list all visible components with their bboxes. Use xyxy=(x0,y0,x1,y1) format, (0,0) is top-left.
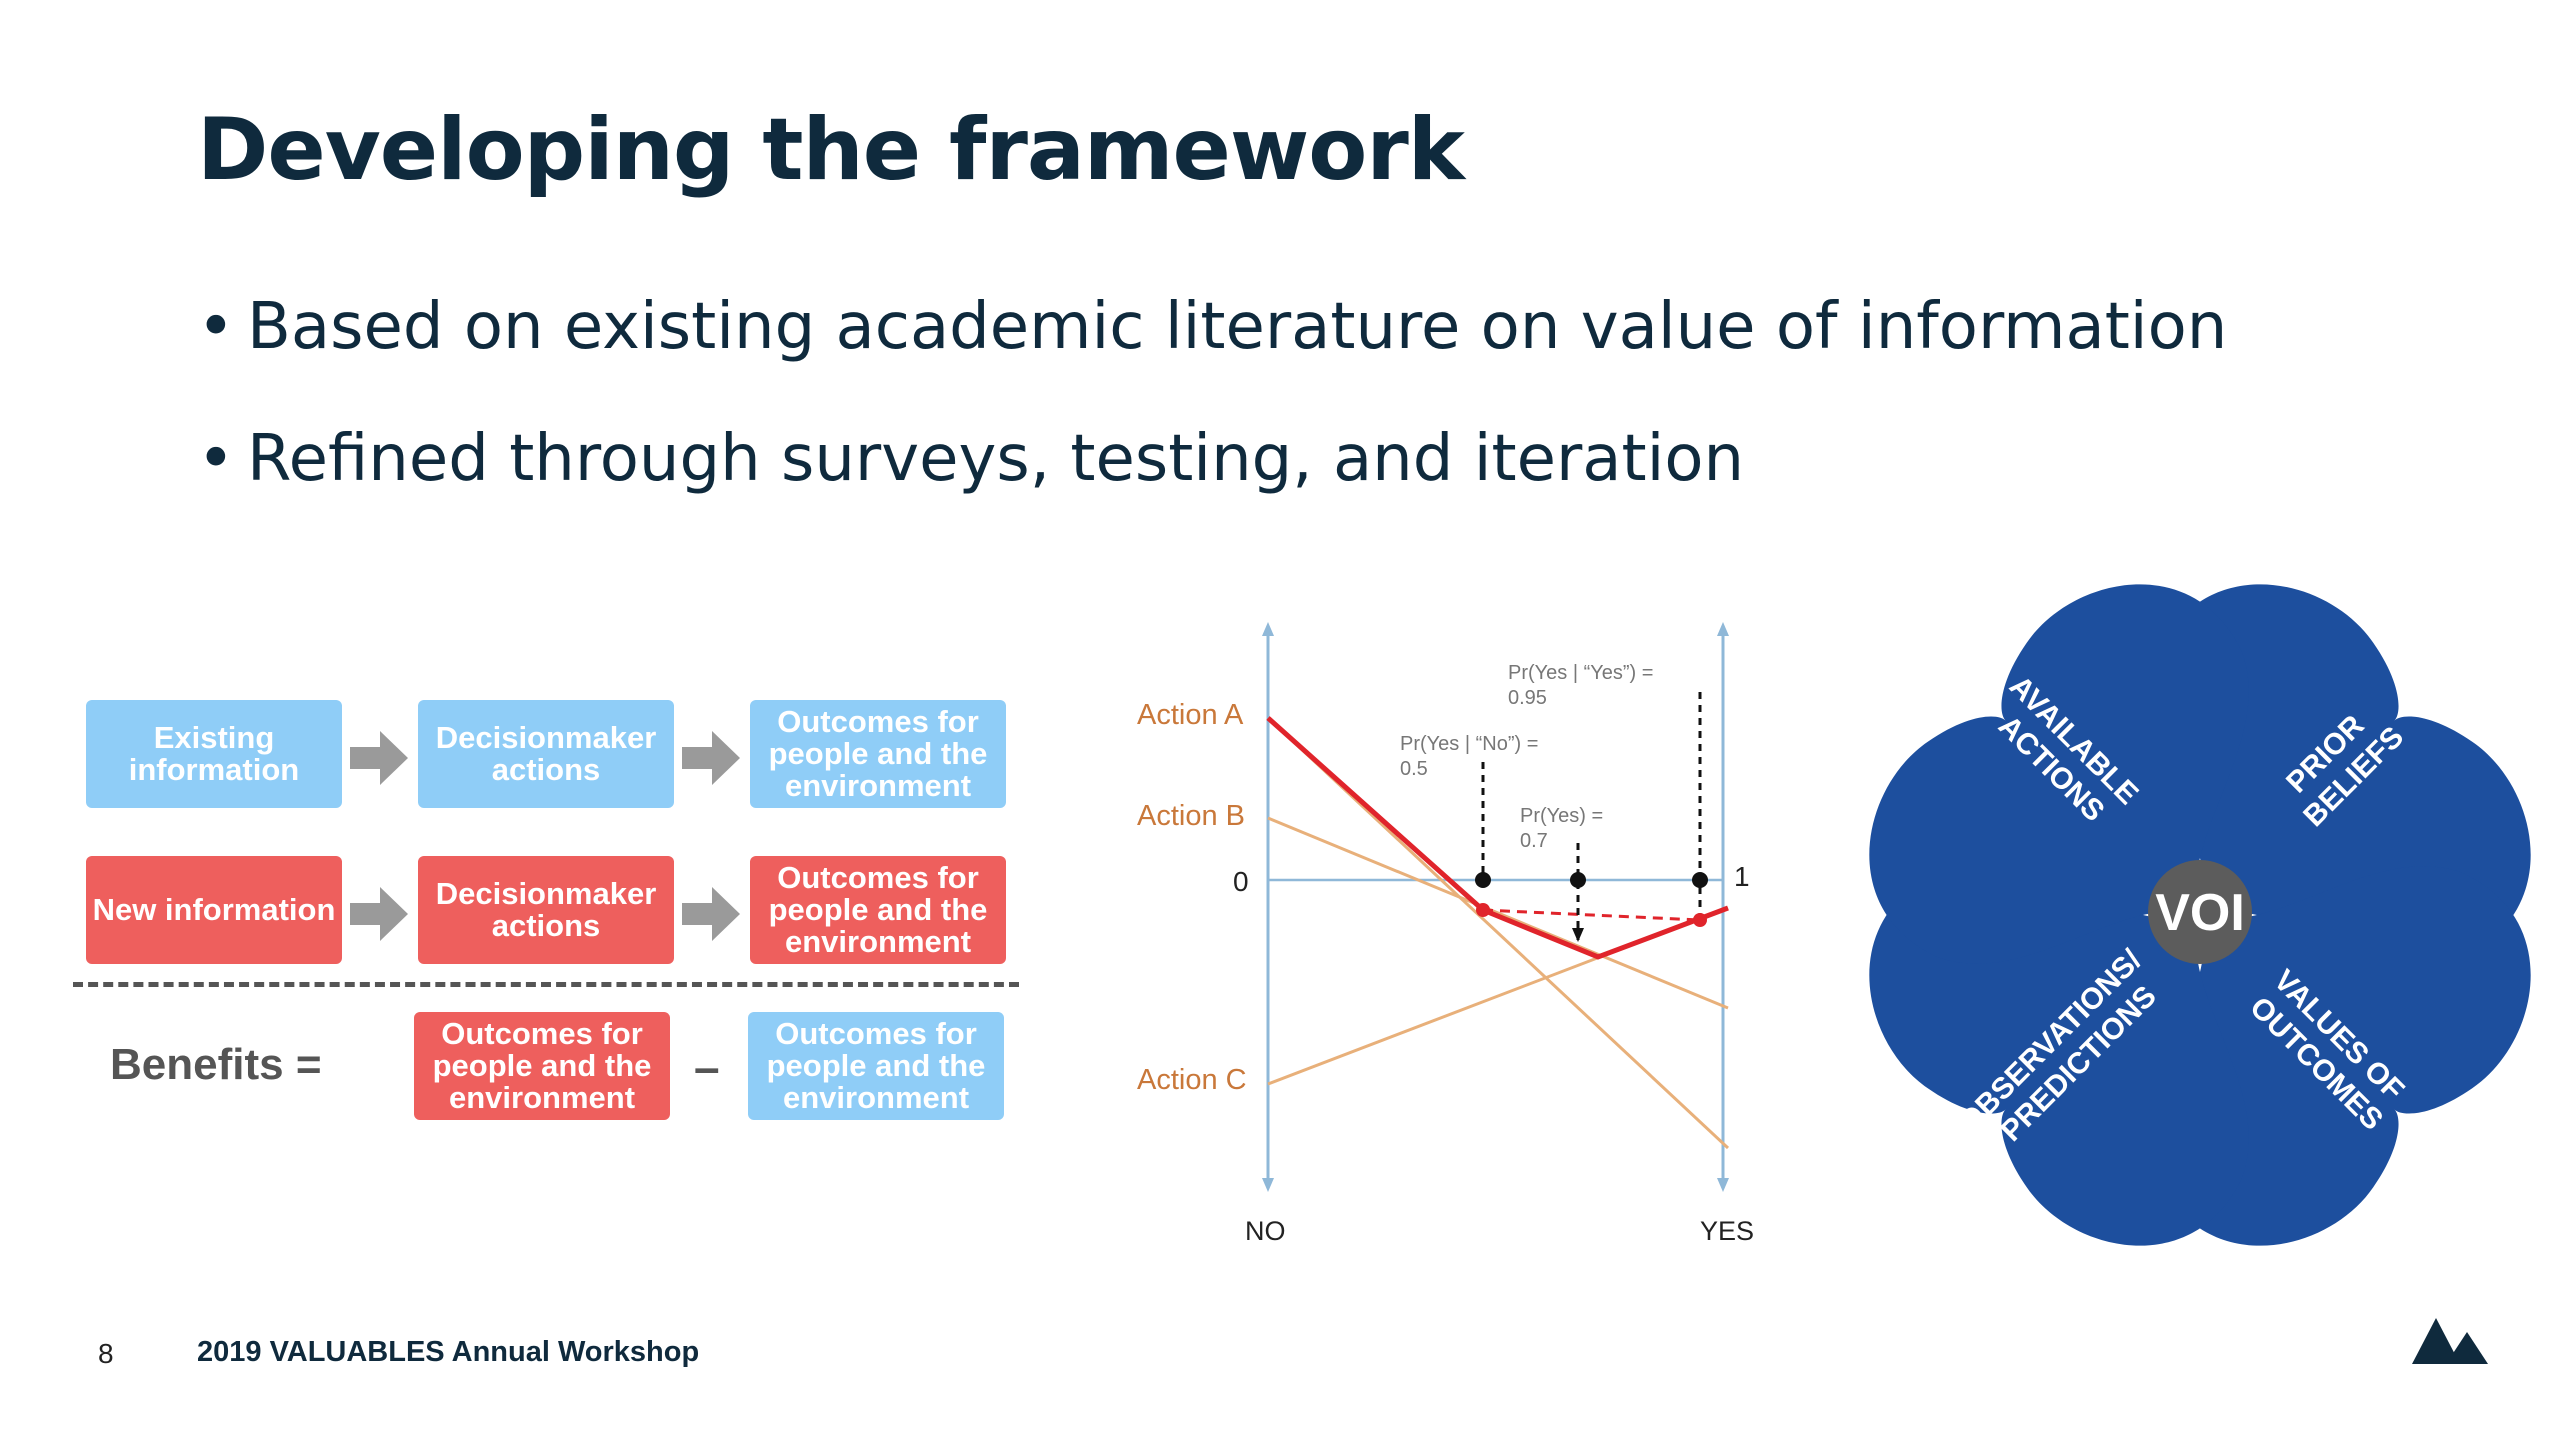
benefit-outcomes-new-box: Outcomes for people and the environment xyxy=(414,1012,670,1120)
arrow-right-icon xyxy=(682,731,740,785)
divider xyxy=(73,982,1019,987)
arrow-right-icon xyxy=(682,887,740,941)
action-a-label: Action A xyxy=(1137,699,1244,731)
point-marker xyxy=(1475,872,1491,888)
axis-arrow-icon xyxy=(1262,1178,1274,1192)
outcomes-box: Outcomes for people and the environment xyxy=(750,856,1006,964)
zero-label: 0 xyxy=(1233,866,1249,897)
voi-center xyxy=(2148,860,2252,964)
point-marker xyxy=(1476,903,1490,917)
action-c-label: Action C xyxy=(1137,1064,1247,1096)
minus-sign: – xyxy=(694,1041,720,1093)
existing-information-box: Existing information xyxy=(86,700,342,808)
annotation-text: Pr(Yes | “Yes”) = xyxy=(1508,662,1653,684)
action-b-line xyxy=(1267,816,1729,1010)
annotation-text: Pr(Yes) = xyxy=(1520,805,1603,827)
annotation-text: 0.7 xyxy=(1520,830,1548,852)
one-label: 1 xyxy=(1734,861,1750,892)
x-label-yes: YES xyxy=(1700,1216,1754,1246)
logo-icon xyxy=(2412,1318,2488,1364)
axis-arrow-icon xyxy=(1717,1178,1729,1192)
max-envelope-line xyxy=(1266,716,1729,960)
voi-diagram: VOI AVAILABLE ACTIONS PRIOR BELIEFS OBSE… xyxy=(1869,584,2531,1246)
arrow-down-icon xyxy=(1572,928,1584,942)
annotation-text: 0.95 xyxy=(1508,687,1547,709)
benefit-outcomes-existing-box: Outcomes for people and the environment xyxy=(748,1012,1004,1120)
decisionmaker-actions-box: Decisionmaker actions xyxy=(418,856,674,964)
decision-chart: Action A Action B Action C 0 1 NO YES Pr… xyxy=(1137,622,1754,1246)
action-b-label: Action B xyxy=(1137,800,1245,832)
axis-arrow-icon xyxy=(1717,622,1729,636)
page-title: Developing the framework xyxy=(197,100,1465,200)
annotation-text: Pr(Yes | “No”) = xyxy=(1400,733,1538,755)
voi-petals xyxy=(1869,584,2531,1246)
point-marker xyxy=(1693,913,1707,927)
arrow-right-icon xyxy=(350,887,408,941)
footer-text: 2019 VALUABLES Annual Workshop xyxy=(197,1336,700,1368)
axis-arrow-icon xyxy=(1262,622,1274,636)
outcomes-box: Outcomes for people and the environment xyxy=(750,700,1006,808)
decisionmaker-actions-box: Decisionmaker actions xyxy=(418,700,674,808)
bullet-item: Based on existing academic literature on… xyxy=(197,290,2227,364)
voi-center-label: VOI xyxy=(2155,884,2245,942)
bullet-item: Refined through surveys, testing, and it… xyxy=(197,422,2227,496)
expected-value-line xyxy=(1482,908,1701,922)
point-marker xyxy=(1692,872,1708,888)
new-information-box: New information xyxy=(86,856,342,964)
benefits-label: Benefits = xyxy=(110,1040,322,1089)
annotation-text: 0.5 xyxy=(1400,758,1428,780)
arrow-right-icon xyxy=(350,731,408,785)
page-number: 8 xyxy=(98,1338,114,1369)
bullet-list: Based on existing academic literature on… xyxy=(197,290,2227,554)
x-label-no: NO xyxy=(1245,1216,1286,1246)
point-marker xyxy=(1570,872,1586,888)
